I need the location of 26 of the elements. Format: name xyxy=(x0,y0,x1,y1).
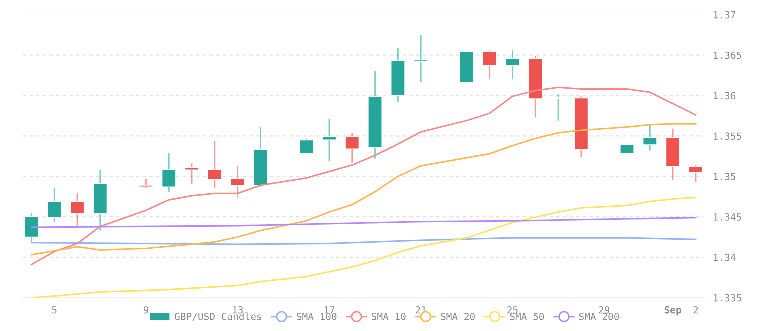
y-tick-label: 1.355 xyxy=(714,132,742,140)
x-tick-label: 29 xyxy=(599,306,610,314)
legend-label: SMA 50 xyxy=(510,313,544,320)
y-tick-label: 1.36 xyxy=(714,92,736,100)
x-tick-label: Sep xyxy=(664,306,682,316)
x-tick-label: 9 xyxy=(144,306,148,314)
line-series xyxy=(30,237,697,246)
x-tick-label: 2 xyxy=(694,306,698,314)
legend-label: SMA 100 xyxy=(297,313,337,320)
line-series xyxy=(30,196,697,298)
legend-label: SMA 20 xyxy=(441,313,475,320)
line-series xyxy=(30,123,697,256)
legend-label: SMA 10 xyxy=(372,313,406,320)
y-tick-label: 1.335 xyxy=(714,294,742,302)
x-tick-label: 25 xyxy=(508,306,518,314)
legend-label: GBP/USD Candles xyxy=(175,312,262,322)
y-tick-label: 1.37 xyxy=(714,11,736,19)
y-tick-label: 1.34 xyxy=(714,254,736,262)
y-tick-label: 1.365 xyxy=(714,52,742,60)
x-tick-label: 17 xyxy=(324,306,335,314)
x-tick-label: 5 xyxy=(52,306,57,314)
y-tick-label: 1.345 xyxy=(714,214,742,221)
x-tick-label: 13 xyxy=(233,306,243,314)
y-tick-label: 1.35 xyxy=(714,173,736,180)
legend-label: SMA 200 xyxy=(579,313,620,320)
line-series xyxy=(30,86,697,266)
